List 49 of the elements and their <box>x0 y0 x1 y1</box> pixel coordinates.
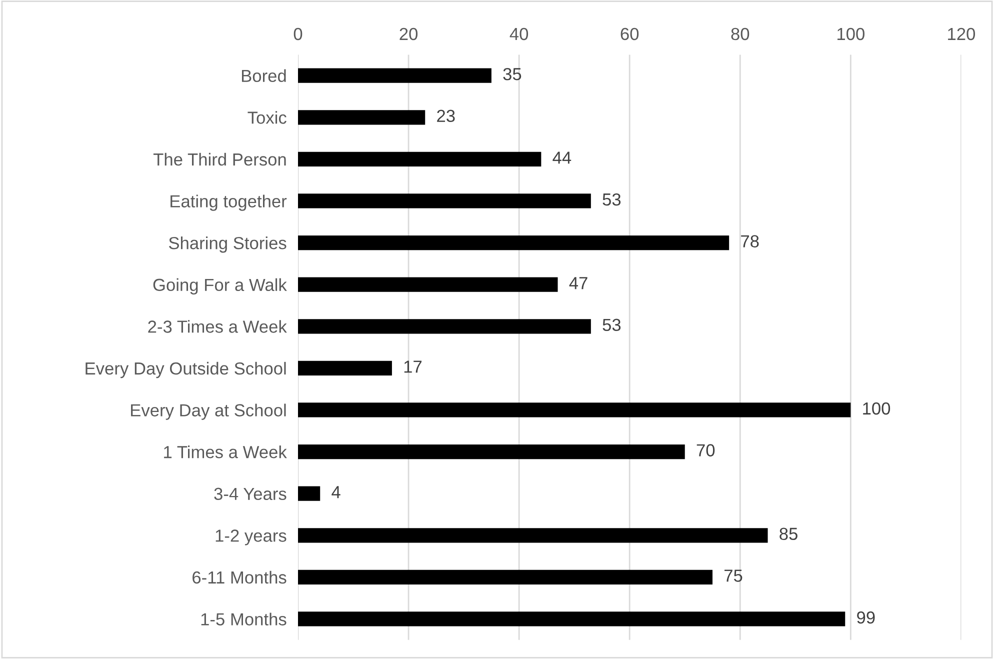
data-label: 99 <box>857 611 875 624</box>
x-tick-label: 120 <box>948 28 976 40</box>
data-label: 23 <box>437 110 455 122</box>
bar <box>298 68 492 83</box>
x-tick-label: 80 <box>731 28 750 40</box>
y-tick-label: Every Day Outside School <box>86 362 286 378</box>
x-tick-label: 60 <box>620 28 639 40</box>
data-label: 17 <box>404 360 422 373</box>
bar <box>298 152 542 167</box>
y-tick-label: 1-5 Months <box>201 612 286 626</box>
y-tick-label: 1-2 years <box>216 530 286 546</box>
y-tick-label: 3-4 Years <box>214 488 286 500</box>
data-label: 78 <box>741 235 759 248</box>
bar <box>298 194 591 208</box>
x-tick-label: 20 <box>400 28 418 40</box>
bar <box>298 360 392 376</box>
data-label: 53 <box>602 193 621 206</box>
y-tick-label: 6-11 Months <box>192 570 286 584</box>
x-tick-label: 0 <box>294 28 302 40</box>
bar <box>298 612 846 626</box>
bar <box>298 486 320 501</box>
y-tick-label: Eating together <box>170 194 287 211</box>
data-label: 53 <box>602 318 621 332</box>
y-tick-label: The Third Person <box>153 152 286 166</box>
bar <box>298 402 851 418</box>
data-label: 44 <box>552 152 572 164</box>
bar <box>298 528 768 543</box>
y-tick-label: Sharing Stories <box>168 236 286 253</box>
bar <box>298 277 558 292</box>
x-tick-label: 100 <box>838 28 864 40</box>
data-label: 75 <box>724 570 742 582</box>
y-tick-label: 2-3 Times a Week <box>148 320 287 333</box>
bar <box>298 319 591 334</box>
data-label: 35 <box>503 68 522 80</box>
bar <box>298 570 712 585</box>
bar <box>298 444 685 460</box>
bar <box>298 235 730 250</box>
y-tick-label: 1 Times a Week <box>164 446 287 458</box>
y-tick-label: Every Day at School <box>131 404 286 420</box>
data-label: 4 <box>332 486 340 498</box>
x-tick-label: 40 <box>510 28 528 40</box>
data-label: 100 <box>863 402 890 415</box>
y-tick-label: Going For a Walk <box>153 278 287 294</box>
y-tick-label: Toxic <box>248 111 286 124</box>
data-label: 47 <box>569 277 588 290</box>
data-label: 70 <box>696 444 715 456</box>
data-label: 85 <box>780 528 798 540</box>
y-tick-label: Bored <box>242 69 286 82</box>
bar <box>298 110 426 125</box>
